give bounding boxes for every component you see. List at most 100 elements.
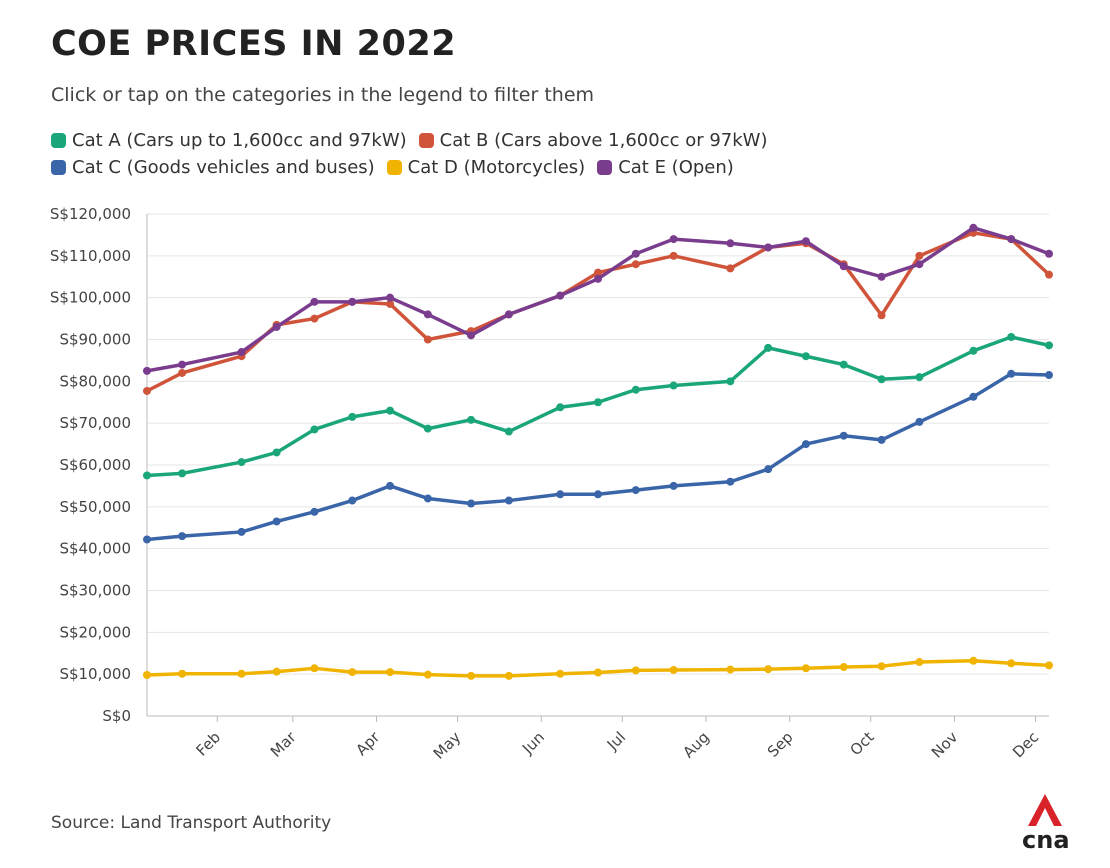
legend-item[interactable]: Cat E (Open) bbox=[597, 157, 734, 178]
series-point bbox=[726, 665, 735, 674]
legend: Cat A (Cars up to 1,600cc and 97kW) Cat B… bbox=[51, 130, 1061, 178]
series-point bbox=[143, 386, 151, 395]
legend-item[interactable]: Cat A (Cars up to 1,600cc and 97kW) bbox=[51, 130, 407, 151]
logo: cna bbox=[1022, 826, 1070, 854]
series-point bbox=[726, 264, 735, 273]
series-point bbox=[801, 352, 810, 361]
series-point bbox=[386, 481, 395, 490]
y-tick-label: S$90,000 bbox=[59, 331, 131, 349]
series-point bbox=[143, 366, 151, 375]
series-point bbox=[764, 343, 773, 352]
series-point bbox=[423, 494, 432, 503]
x-tick-label: Dec bbox=[1009, 728, 1042, 761]
series-point bbox=[556, 291, 565, 300]
series-point bbox=[143, 671, 151, 680]
series-point bbox=[969, 346, 978, 355]
y-tick-label: S$60,000 bbox=[59, 456, 131, 474]
series-point bbox=[310, 664, 319, 673]
series-point bbox=[348, 412, 357, 421]
series-point bbox=[1007, 235, 1016, 244]
series-point bbox=[310, 314, 319, 323]
series-point bbox=[631, 486, 640, 495]
series-point bbox=[915, 260, 924, 269]
series-point bbox=[877, 311, 886, 320]
series-point bbox=[423, 335, 432, 344]
y-tick-label: S$110,000 bbox=[50, 247, 131, 265]
series-point bbox=[386, 668, 395, 677]
series-point bbox=[272, 517, 281, 526]
x-tick-label: Apr bbox=[352, 728, 384, 760]
series-point bbox=[1045, 341, 1053, 350]
x-tick-label: Aug bbox=[679, 728, 712, 761]
y-tick-label: S$30,000 bbox=[59, 582, 131, 600]
series-point bbox=[237, 458, 246, 467]
series-point bbox=[1045, 371, 1053, 380]
x-tick-label: Sep bbox=[764, 728, 797, 761]
series-point bbox=[726, 477, 735, 486]
series-point bbox=[272, 448, 281, 457]
series-point bbox=[178, 469, 187, 478]
x-tick-label: Jul bbox=[603, 728, 629, 754]
legend-item[interactable]: Cat B (Cars above 1,600cc or 97kW) bbox=[418, 130, 768, 151]
series-point bbox=[467, 331, 476, 340]
legend-item[interactable]: Cat C (Goods vehicles and buses) bbox=[51, 157, 375, 178]
series-point bbox=[178, 368, 187, 377]
series-point bbox=[801, 440, 810, 449]
series-point bbox=[764, 665, 773, 674]
legend-item[interactable]: Cat D (Motorcycles) bbox=[386, 157, 585, 178]
series-point bbox=[386, 299, 395, 308]
series-point bbox=[969, 656, 978, 665]
source: Source: Land Transport Authority bbox=[51, 813, 332, 833]
y-tick-label: S$120,000 bbox=[50, 205, 131, 223]
series-point bbox=[1045, 270, 1053, 279]
series-point bbox=[178, 532, 187, 541]
series-point bbox=[631, 385, 640, 394]
series-point bbox=[467, 499, 476, 508]
series-point bbox=[669, 251, 678, 260]
series-point bbox=[272, 667, 281, 676]
series-point bbox=[726, 377, 735, 386]
series-point bbox=[594, 268, 602, 277]
series-point bbox=[594, 398, 602, 407]
series-point bbox=[237, 669, 246, 678]
series-point bbox=[969, 392, 978, 401]
series-point bbox=[877, 375, 886, 384]
series-point bbox=[1007, 332, 1016, 341]
legend-swatch bbox=[51, 133, 66, 148]
series-point bbox=[764, 243, 773, 252]
logo-mark bbox=[1028, 794, 1062, 826]
series-point bbox=[310, 297, 319, 306]
series-line bbox=[146, 231, 1051, 393]
y-tick-label: S$40,000 bbox=[59, 540, 131, 558]
legend-label: Cat A (Cars up to 1,600cc and 97kW) bbox=[72, 130, 407, 151]
series-point bbox=[631, 666, 640, 675]
series-point bbox=[504, 671, 513, 680]
y-tick-label: S$50,000 bbox=[59, 498, 131, 516]
series-point bbox=[556, 403, 565, 412]
legend-swatch bbox=[51, 160, 66, 175]
series-point bbox=[631, 249, 640, 258]
y-tick-label: S$10,000 bbox=[59, 665, 131, 683]
y-tick-label: S$20,000 bbox=[59, 623, 131, 641]
series-point bbox=[348, 496, 357, 505]
series-point bbox=[467, 415, 476, 424]
series-point bbox=[423, 670, 432, 679]
series-point bbox=[348, 297, 357, 306]
series-line bbox=[146, 226, 1050, 373]
series-point bbox=[915, 251, 924, 260]
series-point bbox=[1007, 659, 1016, 668]
series-point bbox=[594, 490, 602, 499]
x-tick-label: Jun bbox=[518, 728, 548, 758]
x-tick-label: May bbox=[430, 728, 465, 763]
series-point bbox=[423, 424, 432, 433]
series-point bbox=[556, 669, 565, 678]
series-point bbox=[310, 425, 319, 434]
series-point bbox=[178, 360, 187, 369]
subtitle: Click or tap on the categories in the le… bbox=[51, 84, 595, 106]
legend-swatch bbox=[597, 160, 613, 175]
series-point bbox=[669, 481, 678, 490]
series-point bbox=[272, 322, 281, 331]
series-point bbox=[839, 262, 848, 271]
series-point bbox=[386, 293, 395, 302]
